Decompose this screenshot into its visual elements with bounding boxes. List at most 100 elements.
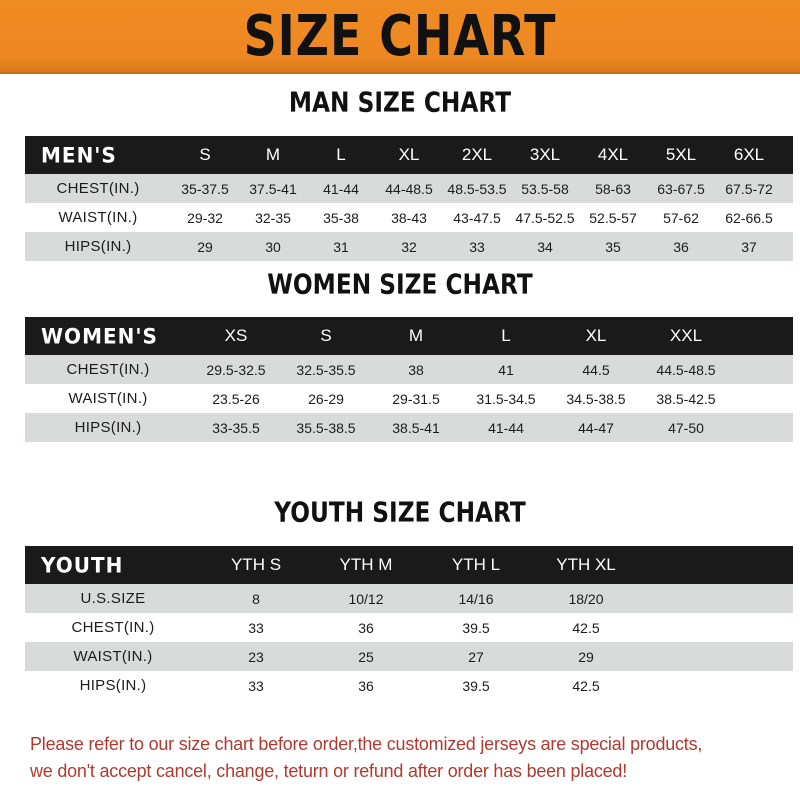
men-size-header-cell: 3XL	[529, 145, 561, 164]
men-measure-cell: 32	[401, 238, 417, 255]
men-measure-cell: 30	[265, 238, 281, 255]
men-size-header-cell: 6XL	[733, 145, 765, 164]
men-row-label: CHEST(IN.)	[56, 180, 140, 197]
men-measure-cell: 37	[741, 238, 757, 255]
table-row: CHEST(IN.) 35-37.5 37.5-41 41-44 44-48.5 48.5…	[25, 174, 793, 203]
footer-note-line-1: Please refer to our size chart before or…	[30, 733, 703, 754]
women-size-header-cell: L	[501, 326, 511, 345]
men-measure-cell: 48.5-53.5	[447, 180, 507, 197]
youth-measure-cell: 36	[358, 677, 374, 694]
women-size-header-cell: XL	[585, 326, 607, 345]
spacer-cell	[731, 355, 793, 384]
men-size-header-cell: XL	[398, 145, 420, 164]
men-header-row: MEN'S S M L XL 2XL 3XL 4XL 5XL 6XL	[25, 136, 793, 174]
women-measure-cell: 29-31.5	[392, 390, 440, 407]
men-measure-cell: 52.5-57	[589, 209, 637, 226]
men-measure-cell: 53.5-58	[521, 180, 569, 197]
women-section-title: WOMEN SIZE CHART	[267, 268, 533, 300]
youth-size-header-cell: YTH L	[451, 555, 501, 574]
youth-measure-cell: 36	[358, 619, 374, 636]
men-measure-cell: 44-48.5	[385, 180, 433, 197]
women-measure-cell: 41	[498, 361, 514, 378]
footer-note: Please refer to our size chart before or…	[30, 730, 758, 784]
women-measure-cell: 38.5-41	[392, 419, 440, 436]
men-measure-cell: 32-35	[255, 209, 291, 226]
women-size-header-cell: M	[408, 326, 424, 345]
men-measure-cell: 33	[469, 238, 485, 255]
men-measure-cell: 67.5-72	[725, 180, 773, 197]
women-row-label: WAIST(IN.)	[68, 390, 148, 407]
men-size-header-cell: 4XL	[597, 145, 629, 164]
men-measure-cell: 31	[333, 238, 349, 255]
table-row: WAIST(IN.) 29-32 32-35 35-38 38-43 43-47.5 47.…	[25, 203, 793, 232]
youth-size-header-cell: YTH S	[230, 555, 282, 574]
spacer-cell	[641, 546, 793, 584]
spacer-cell	[731, 413, 793, 442]
men-measure-cell: 35	[605, 238, 621, 255]
men-category-label: MEN'S	[41, 142, 117, 168]
youth-measure-cell: 42.5	[572, 677, 600, 694]
table-row: U.S.SIZE 8 10/12 14/16 18/20	[25, 584, 793, 613]
youth-measure-cell: 33	[248, 677, 264, 694]
spacer-cell	[731, 317, 793, 355]
table-row: WAIST(IN.) 23.5-26 26-29 29-31.5 31.5-34.5 34…	[25, 384, 793, 413]
women-measure-cell: 47-50	[668, 419, 704, 436]
youth-header-row: YOUTH YTH S YTH M YTH L YTH XL	[25, 546, 793, 584]
men-measure-cell: 35-38	[323, 209, 359, 226]
youth-size-header-cell: YTH XL	[556, 555, 616, 574]
men-measure-cell: 29	[197, 238, 213, 255]
women-measure-cell: 41-44	[488, 419, 524, 436]
women-size-table: WOMEN'S XS S M L XL XXL CHEST(IN.) 29.5-32.5 32.5…	[25, 317, 793, 442]
men-measure-cell: 63-67.5	[657, 180, 705, 197]
women-size-header-cell: S	[320, 326, 332, 345]
spacer-cell	[783, 232, 793, 261]
men-size-header-cell: 5XL	[665, 145, 697, 164]
women-table-body: WOMEN'S XS S M L XL XXL CHEST(IN.) 29.5-32.5 32.5…	[25, 317, 793, 442]
men-measure-cell: 47.5-52.5	[515, 209, 575, 226]
men-measure-cell: 35-37.5	[181, 180, 229, 197]
women-measure-cell: 31.5-34.5	[476, 390, 536, 407]
spacer-cell	[641, 584, 793, 613]
youth-row-label: U.S.SIZE	[80, 590, 146, 607]
men-measure-cell: 62-66.5	[725, 209, 773, 226]
men-measure-cell: 58-63	[595, 180, 631, 197]
women-measure-cell: 44-47	[578, 419, 614, 436]
youth-section-title: YOUTH SIZE CHART	[274, 496, 526, 528]
men-measure-cell: 29-32	[187, 209, 223, 226]
men-size-header-cell: M	[265, 145, 281, 164]
women-size-header-cell: XXL	[669, 326, 703, 345]
page-title: SIZE CHART	[243, 3, 557, 69]
youth-size-table: YOUTH YTH S YTH M YTH L YTH XL U.S.SIZE 8 10/12…	[25, 546, 793, 700]
men-measure-cell: 41-44	[323, 180, 359, 197]
spacer-cell	[783, 174, 793, 203]
table-row: WAIST(IN.) 23 25 27 29	[25, 642, 793, 671]
men-section-title: MAN SIZE CHART	[288, 86, 512, 118]
men-measure-cell: 38-43	[391, 209, 427, 226]
women-measure-cell: 44.5	[582, 361, 610, 378]
women-row-label: CHEST(IN.)	[66, 361, 150, 378]
spacer-cell	[641, 671, 793, 700]
women-header-row: WOMEN'S XS S M L XL XXL	[25, 317, 793, 355]
youth-measure-cell: 39.5	[462, 677, 490, 694]
men-size-header-cell: S	[199, 145, 211, 164]
youth-measure-cell: 27	[468, 648, 484, 665]
spacer-cell	[641, 642, 793, 671]
youth-measure-cell: 29	[578, 648, 594, 665]
youth-measure-cell: 33	[248, 619, 264, 636]
women-measure-cell: 38	[408, 361, 424, 378]
youth-measure-cell: 14/16	[458, 590, 494, 607]
youth-measure-cell: 25	[358, 648, 374, 665]
women-measure-cell: 23.5-26	[212, 390, 260, 407]
youth-measure-cell: 39.5	[462, 619, 490, 636]
spacer-cell	[731, 384, 793, 413]
women-measure-cell: 35.5-38.5	[296, 419, 356, 436]
women-measure-cell: 29.5-32.5	[206, 361, 266, 378]
men-measure-cell: 43-47.5	[453, 209, 501, 226]
youth-measure-cell: 8	[252, 590, 260, 607]
women-category-label: WOMEN'S	[41, 323, 158, 349]
youth-measure-cell: 23	[248, 648, 264, 665]
women-row-label: HIPS(IN.)	[74, 419, 142, 436]
women-size-header-cell: XS	[224, 326, 248, 345]
men-measure-cell: 34	[537, 238, 553, 255]
